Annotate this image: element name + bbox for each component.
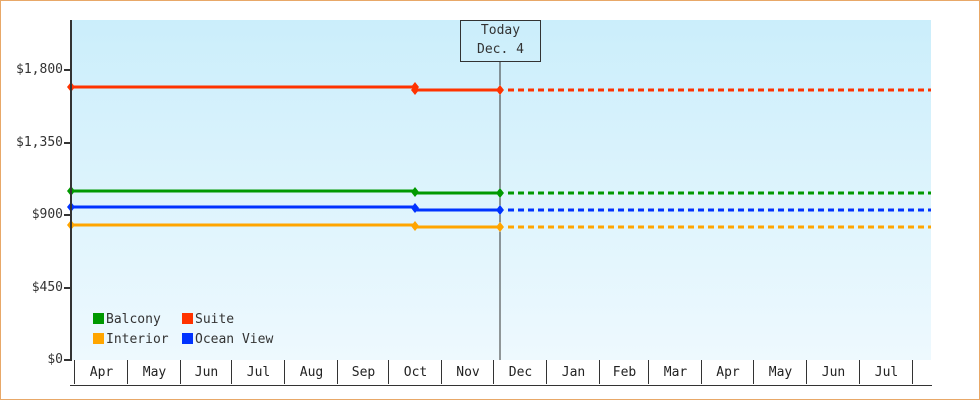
- series-interior: [67, 220, 931, 232]
- y-tick: [64, 287, 71, 289]
- month-cell: Jan: [546, 360, 600, 384]
- legend-item-balcony: Balcony: [93, 312, 161, 327]
- y-tick: [64, 142, 71, 144]
- y-label: $0: [47, 352, 63, 367]
- month-cell: Nov: [441, 360, 494, 384]
- month-cell: May: [753, 360, 807, 384]
- series-suite: [67, 82, 931, 95]
- y-label: $1,800: [16, 62, 63, 77]
- month-cell: Oct: [388, 360, 442, 384]
- x-axis: Apr May Jun Jul Aug Sep Oct Nov Dec Jan …: [70, 360, 932, 386]
- today-date: Dec. 4: [477, 42, 524, 57]
- today-marker: Today Dec. 4: [460, 20, 541, 62]
- month-cell: Jul: [859, 360, 913, 384]
- legend-swatch: [93, 313, 104, 324]
- month-cell: Jun: [806, 360, 860, 384]
- y-label: $450: [31, 280, 63, 295]
- legend-item-interior: Interior: [93, 332, 169, 347]
- series-balcony: [67, 186, 931, 198]
- month-cell: Apr: [74, 360, 128, 384]
- legend-item-suite: Suite: [182, 312, 234, 327]
- y-label: $900: [31, 207, 63, 222]
- month-cell: Dec: [493, 360, 547, 384]
- month-cell: Feb: [599, 360, 649, 384]
- legend-item-ocean-view: Ocean View: [182, 332, 273, 347]
- month-cell: Apr: [701, 360, 754, 384]
- month-cell: May: [127, 360, 181, 384]
- legend-swatch: [182, 313, 193, 324]
- y-tick: [64, 69, 71, 71]
- y-tick: [64, 359, 71, 361]
- month-cell: Aug: [284, 360, 338, 384]
- y-axis: [70, 20, 72, 361]
- y-label: $1,350: [16, 135, 63, 150]
- y-tick: [64, 214, 71, 216]
- legend-swatch: [182, 333, 193, 344]
- month-cell-end: [912, 360, 933, 384]
- month-cell: Jul: [231, 360, 285, 384]
- today-label: Today: [480, 23, 521, 38]
- series-ocean-view: [67, 202, 931, 215]
- legend-swatch: [93, 333, 104, 344]
- month-cell: Sep: [337, 360, 389, 384]
- month-cell: Mar: [648, 360, 702, 384]
- month-cell: Jun: [180, 360, 232, 384]
